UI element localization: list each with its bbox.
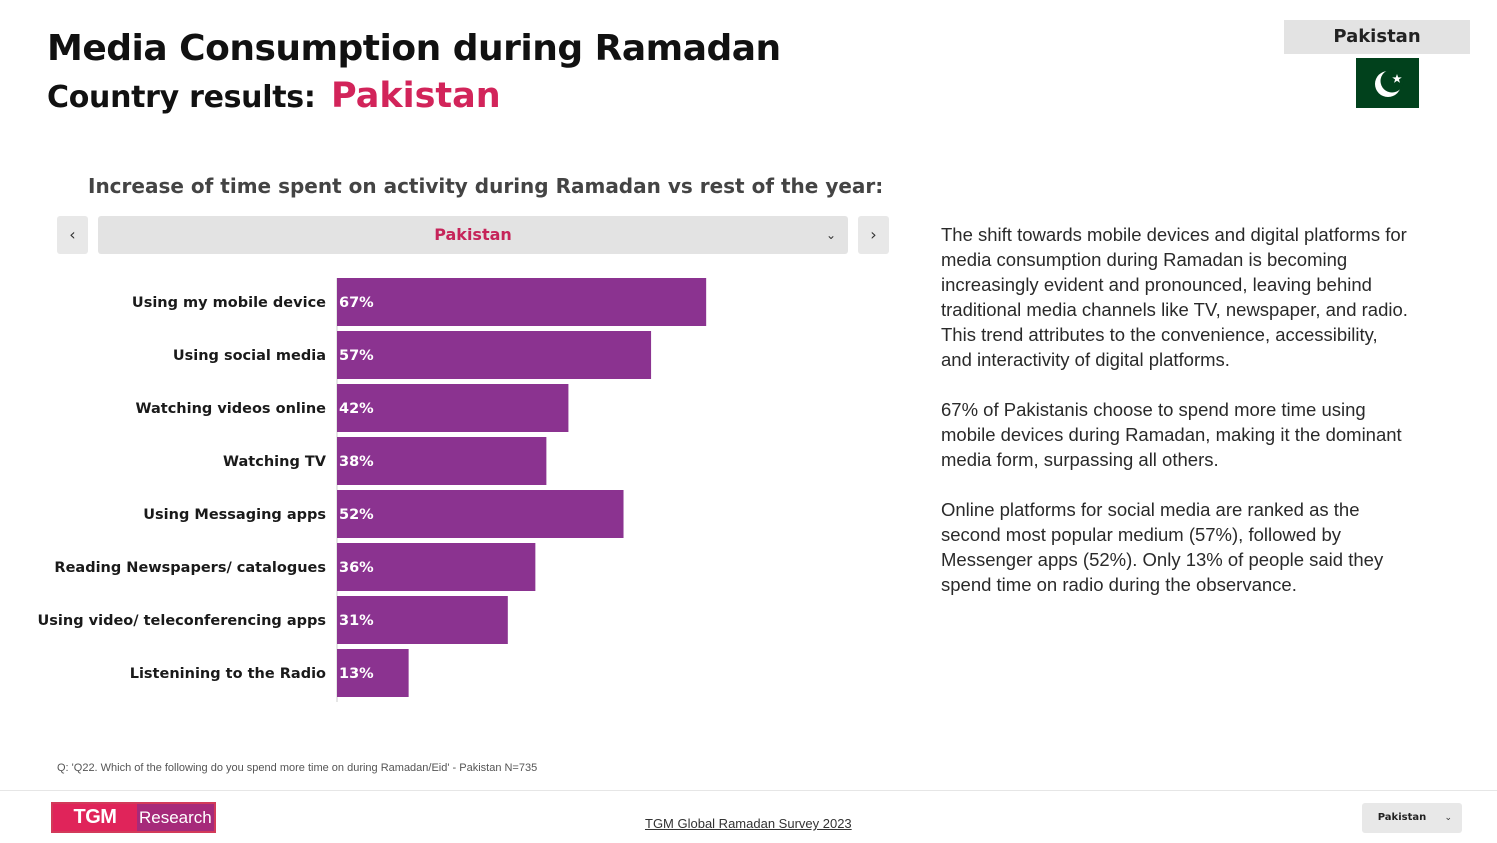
description-panel: The shift towards mobile devices and dig… (941, 222, 1411, 622)
bar (337, 649, 409, 697)
footer-country-select-label: Pakistan (1377, 812, 1427, 823)
bar (337, 437, 547, 485)
data-label: 36% (339, 560, 374, 576)
footer: TGM Research TGM Global Ramadan Survey 2… (0, 790, 1497, 843)
page-title: Media Consumption during Ramadan (47, 28, 781, 69)
footer-country-select[interactable]: Pakistan ⌄ (1362, 803, 1462, 833)
tgm-logo: TGM Research (51, 802, 216, 833)
category-label: Using video/ teleconferencing apps (38, 613, 326, 629)
page-subtitle: Country results: (47, 80, 316, 115)
description-paragraph: Online platforms for social media are ra… (941, 499, 1384, 595)
bar (337, 384, 569, 432)
category-label: Watching videos online (136, 401, 327, 417)
survey-link[interactable]: TGM Global Ramadan Survey 2023 (645, 816, 852, 831)
category-label: Using my mobile device (132, 295, 326, 311)
data-label: 67% (339, 295, 374, 311)
pakistan-flag-icon (1356, 58, 1419, 108)
chevron-down-icon: ⌄ (1444, 813, 1452, 823)
next-button[interactable]: › (858, 216, 889, 254)
bar (337, 543, 536, 591)
country-badge: Pakistan (1284, 20, 1470, 54)
chevron-down-icon: ⌄ (825, 228, 836, 242)
footnote: Q: 'Q22. Which of the following do you s… (57, 762, 538, 774)
logo-text-right: Research (139, 808, 212, 827)
logo-text-left: TGM (53, 804, 137, 831)
bar-chart: Using my mobile device 67% Using social me… (38, 278, 707, 702)
category-label: Reading Newspapers/ catalogues (54, 560, 326, 576)
data-label: 42% (339, 401, 374, 417)
category-label: Watching TV (223, 454, 327, 470)
data-label: 38% (339, 454, 374, 470)
data-label: 52% (339, 507, 374, 523)
chevron-right-icon: › (870, 225, 877, 244)
description-paragraph: The shift towards mobile devices and dig… (941, 224, 1408, 370)
prev-button[interactable]: ‹ (57, 216, 88, 254)
country-selector[interactable]: Pakistan ⌄ (98, 216, 848, 254)
category-label: Using social media (173, 348, 326, 364)
chart-title: Increase of time spent on activity durin… (88, 174, 884, 198)
country-selector-label: Pakistan (434, 225, 512, 244)
bar (337, 596, 508, 644)
bar (337, 278, 707, 326)
description-paragraph: 67% of Pakistanis choose to spend more t… (941, 399, 1402, 470)
page-country: Pakistan (331, 76, 501, 116)
data-label: 13% (339, 666, 374, 682)
chevron-left-icon: ‹ (69, 225, 76, 244)
category-label: Listenining to the Radio (130, 666, 326, 682)
bar (337, 490, 624, 538)
data-label: 31% (339, 613, 374, 629)
category-label: Using Messaging apps (143, 507, 326, 523)
data-label: 57% (339, 348, 374, 364)
bar (337, 331, 652, 379)
